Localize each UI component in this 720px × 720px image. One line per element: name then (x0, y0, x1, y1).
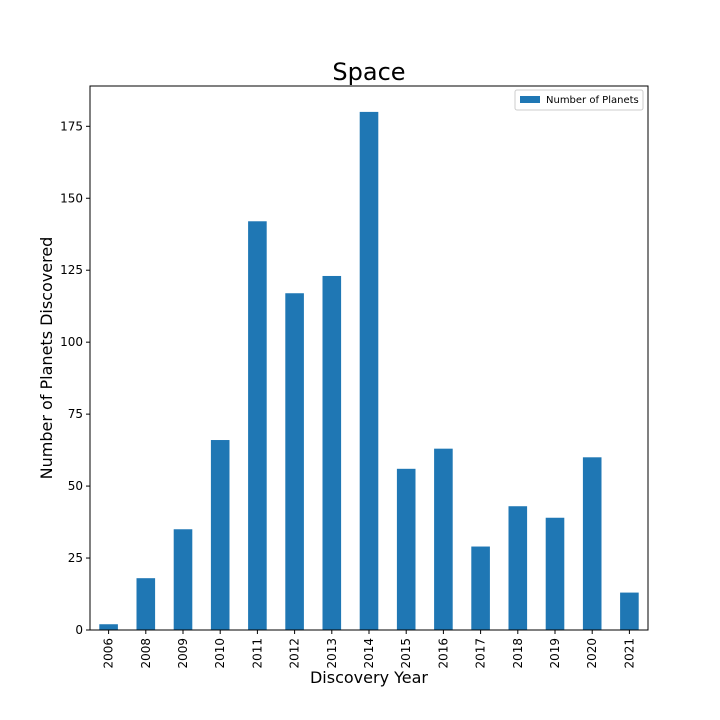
legend-label: Number of Planets (546, 95, 639, 106)
bar-2016 (434, 448, 453, 630)
bar-2011 (248, 221, 267, 630)
x-tick-label: 2016 (436, 638, 450, 669)
bar-2008 (136, 578, 156, 630)
y-tick-label: 175 (60, 119, 83, 133)
x-tick-label: 2018 (511, 638, 525, 669)
x-tick-label: 2013 (325, 638, 339, 669)
chart-title: Space (332, 58, 405, 86)
bar-2019 (545, 517, 565, 630)
bar-2010 (210, 440, 230, 630)
y-tick-label: 125 (60, 263, 83, 277)
y-tick-label: 100 (60, 335, 83, 349)
x-axis-ticks: 2006 2008 2009 2010 2011 2012 2013 2014 2015 2016… (102, 630, 636, 669)
x-tick-label: 2011 (250, 638, 264, 669)
bar-2018 (508, 506, 528, 630)
x-tick-label: 2012 (288, 638, 302, 669)
x-tick-label: 2019 (548, 638, 562, 669)
bar-2017 (471, 546, 490, 630)
bar-2009 (173, 529, 193, 630)
bar-2014 (359, 111, 379, 630)
plot-area-frame (89, 85, 649, 631)
y-axis-ticks: 0 25 50 75 100 125 150 175 (60, 119, 90, 637)
bar-2013 (322, 275, 342, 630)
x-tick-label: 2014 (362, 638, 376, 669)
x-tick-label: 2017 (474, 638, 488, 669)
legend-box (514, 89, 644, 111)
y-tick-label: 150 (60, 191, 83, 205)
bars-layer (99, 111, 639, 630)
legend-swatch (520, 96, 540, 103)
legend: Number of Planets (514, 89, 644, 111)
bar-2006 (99, 624, 118, 630)
y-tick-label: 25 (68, 551, 83, 565)
y-tick-label: 0 (75, 623, 83, 637)
y-tick-label: 50 (68, 479, 83, 493)
bar-2021 (620, 592, 639, 630)
x-tick-label: 2006 (102, 638, 116, 669)
x-tick-label: 2021 (622, 638, 636, 669)
bar-2020 (582, 457, 602, 630)
y-axis-label: Number of Planets Discovered (37, 237, 56, 480)
x-tick-label: 2010 (213, 638, 227, 669)
y-tick-label: 75 (68, 407, 83, 421)
x-axis-label: Discovery Year (310, 668, 428, 687)
x-tick-label: 2015 (399, 638, 413, 669)
x-tick-label: 2008 (139, 638, 153, 669)
bar-2015 (396, 468, 416, 630)
x-tick-label: 2009 (176, 638, 190, 669)
x-tick-label: 2020 (585, 638, 599, 669)
bar-2012 (285, 293, 304, 630)
